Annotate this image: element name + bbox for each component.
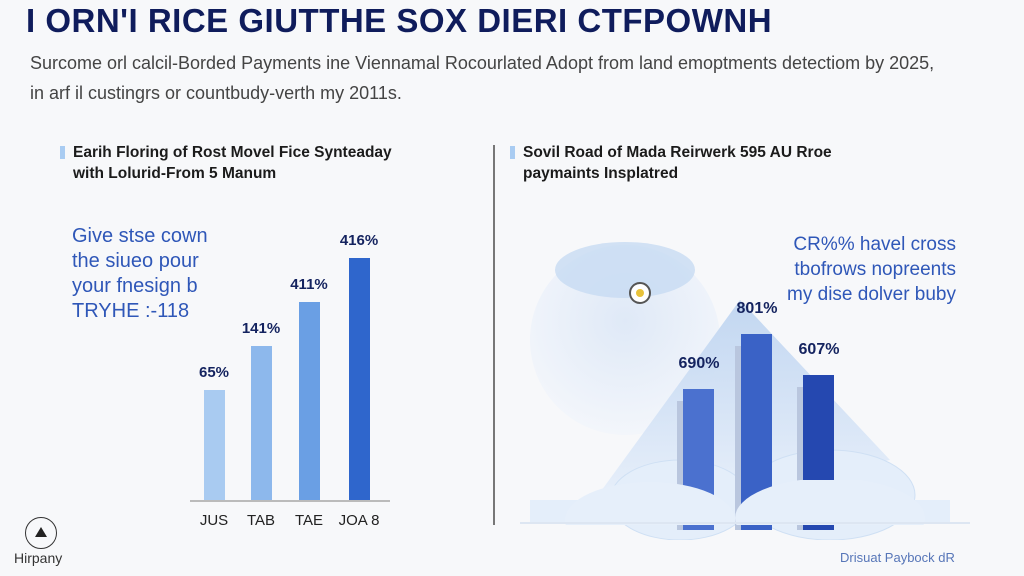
bar-value-label: 801% [736,300,778,318]
left-heading-line-1: Earih Floring of Rost Movel Fice Syntead… [73,144,392,161]
globe-icon [530,245,720,435]
bar-value-label: 607% [798,341,840,358]
right-heading-line-2: paymaints Insplatred [523,165,679,182]
section-marker [510,146,515,159]
right-callout-line: my dise dolver buby [787,284,956,305]
left-heading-line-2: with Lolurid-From 5 Manum [73,165,277,182]
bar-shadow [735,346,743,530]
right-callout-line: CR%% havel cross [793,234,956,255]
logo-icon [25,517,57,549]
left-chart-baseline [190,500,390,502]
bar-value-label: 690% [678,355,720,373]
panel-divider [493,145,495,525]
page-subtitle: Surcome orl calcil-Borded Payments ine V… [30,48,990,108]
page-title: I ORN'I RICE GIUTTHE SOX DIERI CTFPOWNH [26,2,773,39]
section-marker [60,146,65,159]
cloud-foreground [520,480,970,525]
right-panel-heading: Sovil Road of Mada Reirwerk 595 AU Rroe … [523,142,832,184]
bar [349,258,370,500]
left-callout-line: Give stse cown [72,225,208,247]
left-panel-heading: Earih Floring of Rost Movel Fice Syntead… [73,142,392,184]
subtitle-line-2: in arf il custingrs or countbudy-verth m… [30,83,402,103]
left-callout-line: your fnesign b [72,275,198,297]
footer-credit: Drisuat Paybock dR [840,550,955,565]
left-callout-line: the siueo pour [72,250,199,272]
x-tick-label: TAE [294,512,324,529]
right-callout-line: tbofrows nopreents [794,259,956,280]
bar-value-label: 411% [290,276,328,293]
bar [251,346,272,500]
bar-value-label: 65% [198,364,230,381]
bar-value-label: 141% [241,320,281,337]
x-tick-label: JOA 8 [338,512,380,529]
bar [299,302,320,500]
right-callout: CR%% havel cross tbofrows nopreents my d… [787,232,956,307]
bar-value-label: 416% [339,232,379,249]
left-callout: Give stse cown the siueo pour your fnesi… [72,224,208,324]
bar-shadow [677,401,685,530]
x-tick-label: JUS [199,512,229,529]
right-heading-line-1: Sovil Road of Mada Reirwerk 595 AU Rroe [523,144,832,161]
logo-text: Hirpany [14,550,63,566]
bar-shadow [797,387,805,530]
left-callout-line: TRYHE :-118 [72,300,190,322]
bar [204,390,225,500]
subtitle-line-1: Surcome orl calcil-Borded Payments ine V… [30,53,935,73]
x-tick-label: TAB [246,512,276,529]
